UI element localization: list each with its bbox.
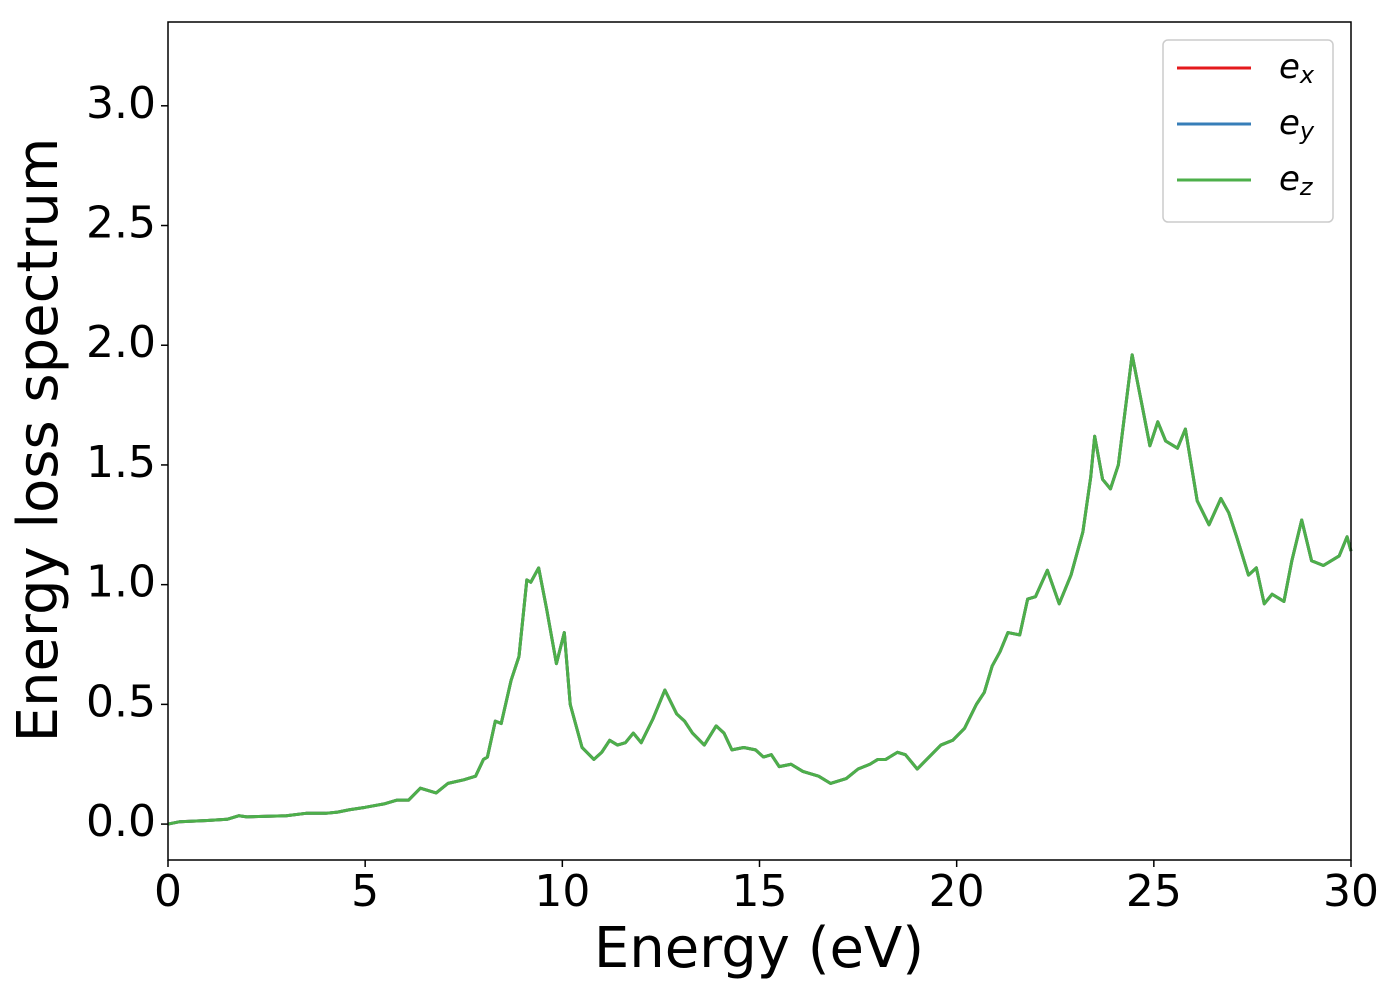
y-tick-label: 2.0 — [86, 317, 156, 368]
legend-label: ex — [1279, 47, 1315, 90]
plot-frame — [167, 21, 1352, 861]
y-tick-label: 0.0 — [86, 796, 156, 847]
x-tick-label: 25 — [1126, 866, 1182, 917]
x-tick-label: 10 — [534, 866, 590, 917]
y-tick-label: 1.5 — [86, 437, 156, 488]
y-tick-label: 3.0 — [86, 78, 156, 129]
x-tick-label: 0 — [154, 866, 182, 917]
data-line — [167, 353, 1353, 826]
y-tick-label: 2.5 — [86, 198, 156, 249]
x-tick-label: 15 — [732, 866, 788, 917]
x-tick-label: 30 — [1323, 866, 1379, 917]
legend-box — [1162, 39, 1334, 223]
x-tick-label: 20 — [929, 866, 985, 917]
x-axis-label: Energy (eV) — [594, 916, 924, 981]
legend: ex ey ez — [1162, 39, 1334, 223]
legend-label: ey — [1279, 103, 1315, 146]
x-tick-label: 5 — [351, 866, 379, 917]
y-tick-label: 1.0 — [86, 557, 156, 608]
y-axis-label: Energy loss spectrum — [6, 138, 71, 743]
legend-label: ez — [1279, 159, 1314, 202]
y-tick-label: 0.5 — [86, 676, 156, 727]
